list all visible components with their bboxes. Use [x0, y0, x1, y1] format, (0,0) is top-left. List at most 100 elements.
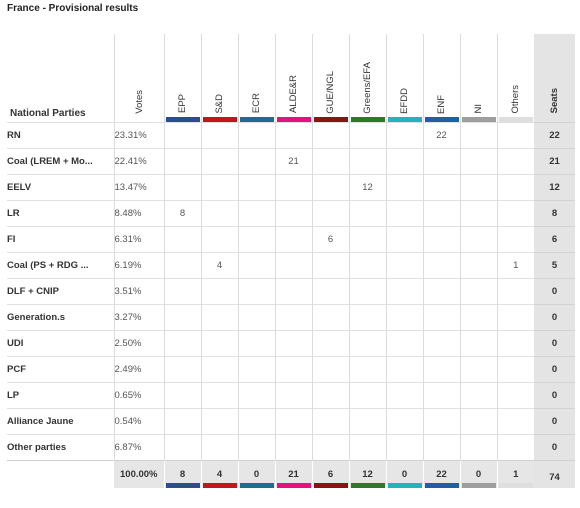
- group-label: ECR: [251, 93, 262, 114]
- total-votes: 100.00%: [114, 459, 164, 488]
- total-group-value: 0: [253, 468, 260, 480]
- table-row[interactable]: RN 23.31% 22 22: [7, 121, 575, 148]
- group-seat-cell: [274, 173, 312, 200]
- party-name[interactable]: DLF + CNIP: [7, 277, 114, 304]
- header-seats[interactable]: Seats: [534, 34, 575, 122]
- group-seat-cell: [348, 121, 386, 148]
- table-row[interactable]: PCF 2.49% 0: [7, 355, 575, 382]
- party-votes: 3.27%: [113, 303, 164, 330]
- table-row[interactable]: UDI 2.50% 0: [7, 329, 575, 356]
- group-color-bar: [387, 116, 422, 122]
- party-name[interactable]: Coal (LREM + Mo...: [7, 147, 114, 174]
- party-votes: 6.31%: [113, 225, 164, 252]
- group-seat-cell: [274, 277, 312, 304]
- party-name[interactable]: Alliance Jaune: [7, 407, 114, 434]
- party-name[interactable]: Generation.s: [7, 303, 114, 330]
- table-row[interactable]: Other parties 6.87% 0: [7, 433, 575, 460]
- group-seat-cell: [274, 433, 312, 460]
- party-name[interactable]: UDI: [7, 329, 114, 356]
- total-group-4: 6: [311, 459, 349, 488]
- group-seat-cell: [348, 433, 386, 460]
- group-seat-cell: [163, 173, 201, 200]
- party-name[interactable]: LP: [7, 381, 114, 408]
- group-color-bar: [202, 483, 237, 488]
- party-name[interactable]: Other parties: [7, 433, 114, 460]
- party-votes: 22.41%: [113, 147, 164, 174]
- party-votes: 8.48%: [113, 199, 164, 226]
- group-seat-cell: [422, 147, 460, 174]
- group-label: ALDE&R: [288, 75, 299, 114]
- table-row[interactable]: Generation.s 3.27% 0: [7, 303, 575, 330]
- table-row[interactable]: Coal (LREM + Mo... 22.41% 21 21: [7, 147, 575, 174]
- party-votes: 23.31%: [113, 121, 164, 148]
- party-name[interactable]: FI: [7, 225, 114, 252]
- header-group-7[interactable]: ENF: [422, 34, 460, 122]
- group-color-bar: [239, 483, 274, 488]
- group-label: NI: [473, 104, 484, 114]
- party-votes: 0.65%: [113, 381, 164, 408]
- party-name[interactable]: Coal (PS + RDG ...: [7, 251, 114, 278]
- group-seat-cell: [348, 225, 386, 252]
- table-row[interactable]: FI 6.31% 6 6: [7, 225, 575, 252]
- group-seat-cell: [311, 277, 349, 304]
- group-label: EFDD: [399, 87, 410, 114]
- party-seats: 0: [534, 329, 575, 356]
- table-row[interactable]: LP 0.65% 0: [7, 381, 575, 408]
- header-votes-label: Votes: [133, 89, 145, 114]
- party-seats: 8: [534, 199, 575, 226]
- total-group-1: 4: [200, 459, 238, 488]
- totals-blank-cell: [7, 459, 114, 488]
- party-seats: 6: [534, 225, 575, 252]
- group-seat-cell: [311, 329, 349, 356]
- header-group-1[interactable]: S&D: [200, 34, 238, 122]
- header-group-8[interactable]: NI: [459, 34, 497, 122]
- group-color-bar: [202, 116, 237, 122]
- header-group-3[interactable]: ALDE&R: [274, 34, 312, 122]
- group-seat-cell: [274, 355, 312, 382]
- header-group-5[interactable]: Greens/EFA: [348, 34, 386, 122]
- party-seats: 22: [534, 121, 575, 148]
- group-seat-cell: 12: [348, 173, 386, 200]
- header-group-0[interactable]: EPP: [163, 34, 201, 122]
- party-seats: 21: [534, 147, 575, 174]
- group-seat-cell: [200, 381, 238, 408]
- group-seat-cell: [274, 251, 312, 278]
- table-row[interactable]: Alliance Jaune 0.54% 0: [7, 407, 575, 434]
- group-seat-cell: [237, 225, 275, 252]
- table-row[interactable]: EELV 13.47% 12 12: [7, 173, 575, 200]
- group-seat-cell: [459, 355, 497, 382]
- total-group-value: 22: [436, 468, 447, 480]
- group-seat-cell: [422, 277, 460, 304]
- group-seat-cell: [385, 199, 423, 226]
- header-group-2[interactable]: ECR: [237, 34, 275, 122]
- group-seat-cell: [237, 147, 275, 174]
- header-group-9[interactable]: Others: [496, 34, 534, 122]
- group-seat-cell: [496, 355, 534, 382]
- table-row[interactable]: LR 8.48% 8 8: [7, 199, 575, 226]
- group-seat-cell: [237, 173, 275, 200]
- group-seat-cell: [385, 381, 423, 408]
- group-seat-cell: [274, 381, 312, 408]
- group-color-bar: [313, 116, 348, 122]
- table-row[interactable]: DLF + CNIP 3.51% 0: [7, 277, 575, 304]
- group-seat-cell: [496, 433, 534, 460]
- table-row[interactable]: Coal (PS + RDG ... 6.19% 4 1 5: [7, 251, 575, 278]
- header-group-4[interactable]: GUE/NGL: [311, 34, 349, 122]
- group-seat-cell: [348, 381, 386, 408]
- totals-footer: 100.00% 8 4 0 21 6 12 0 22 0 1 74: [7, 459, 575, 488]
- group-seat-cell: [200, 199, 238, 226]
- group-seat-cell: [163, 303, 201, 330]
- party-name[interactable]: LR: [7, 199, 114, 226]
- group-seat-cell: [459, 433, 497, 460]
- party-name[interactable]: RN: [7, 121, 114, 148]
- group-seat-cell: [200, 355, 238, 382]
- header-group-6[interactable]: EFDD: [385, 34, 423, 122]
- party-name[interactable]: EELV: [7, 173, 114, 200]
- group-seat-cell: [422, 355, 460, 382]
- party-votes: 2.50%: [113, 329, 164, 356]
- header-votes[interactable]: Votes: [113, 34, 164, 122]
- group-seat-cell: [311, 147, 349, 174]
- group-seat-cell: [385, 121, 423, 148]
- party-seats: 5: [534, 251, 575, 278]
- party-name[interactable]: PCF: [7, 355, 114, 382]
